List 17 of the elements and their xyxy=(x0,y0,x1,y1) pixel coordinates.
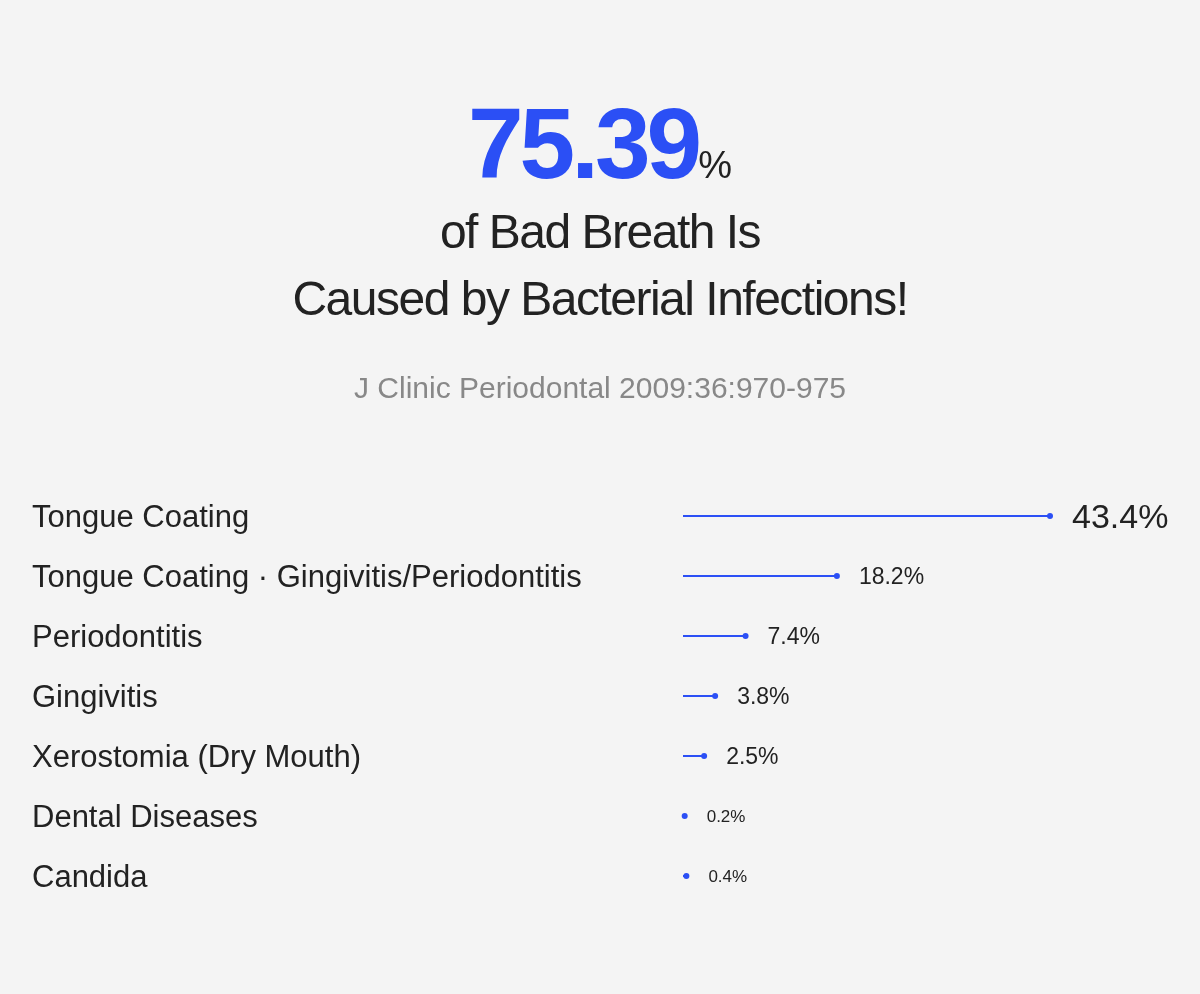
y-tick-label: Candida xyxy=(32,858,149,894)
chart-title: 75.39% xyxy=(467,87,733,199)
data-label: 7.4% xyxy=(767,623,821,650)
data-label: 0.2% xyxy=(706,806,746,826)
data-label: 3.8% xyxy=(737,683,790,710)
y-tick-label: Tongue Coating · Gingivitis/Periodontitis xyxy=(32,558,582,594)
data-label: 2.5% xyxy=(726,743,779,770)
data-label: 43.4% xyxy=(1072,496,1169,535)
text: J Clinic Periodontal 2009:36:970-975 xyxy=(354,371,846,404)
chart-subtitle: of Bad Breath Is Caused by Bacterial Infections! xyxy=(292,205,908,325)
y-tick-label: Dental Diseases xyxy=(32,798,258,834)
data-label: 0.4% xyxy=(708,866,748,886)
y-tick-label: Gingivitis xyxy=(32,678,158,714)
data-label: 18.2% xyxy=(858,563,925,590)
y-tick-label: Xerostomia (Dry Mouth) xyxy=(32,738,362,774)
y-tick-label: Periodontitis xyxy=(32,618,203,654)
y-tick-label: Tongue Coating xyxy=(32,498,250,534)
